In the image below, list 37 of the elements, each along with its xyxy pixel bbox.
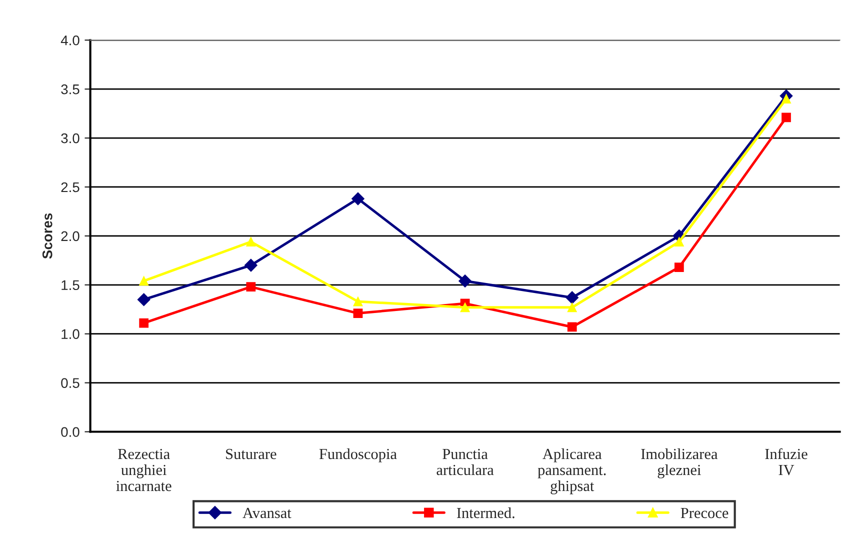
point (137, 293, 150, 306)
point (567, 322, 577, 332)
y-tick-label: 3.0 (61, 133, 80, 144)
x-tick-label: Aplicarea pansament. ghipsat (538, 448, 606, 494)
point (674, 262, 684, 272)
point (353, 296, 363, 306)
x-tick-label: Punctia articulara (436, 448, 494, 476)
point (244, 258, 258, 272)
y-tick-label: 1.0 (62, 329, 80, 340)
y-tick-label: 1.5 (62, 280, 80, 290)
point (567, 302, 577, 312)
point (246, 237, 256, 246)
point (566, 291, 579, 304)
point (782, 112, 791, 122)
y-tick-label: 2.5 (61, 182, 80, 192)
point (458, 274, 472, 288)
y-tick-label: 2.0 (61, 231, 80, 242)
y-tick-label: 4.0 (60, 35, 80, 46)
y-tick-label: 0.5 (61, 378, 80, 388)
y-tick-label: 0.0 (61, 427, 80, 437)
y-axis-title: Scores (42, 213, 52, 259)
point (352, 192, 364, 206)
legend-label: Intermed. (456, 507, 514, 518)
legend-label: Avansat (242, 508, 292, 518)
x-tick-label: Fundoscopia (319, 448, 397, 462)
x-tick-label: Infuzie IV (765, 448, 808, 476)
x-tick-label: Rezectia unghiei incarnate (116, 448, 172, 492)
point (246, 282, 256, 292)
x-tick-label: Suturare (226, 448, 276, 460)
point (139, 276, 149, 286)
point (353, 308, 363, 318)
y-tick-label: 3.5 (61, 84, 80, 94)
point (139, 318, 149, 328)
x-tick-label: Imobilizarea gleznei (641, 448, 718, 478)
legend-label: Precoce (680, 508, 728, 518)
point (460, 302, 470, 312)
point (674, 237, 684, 246)
